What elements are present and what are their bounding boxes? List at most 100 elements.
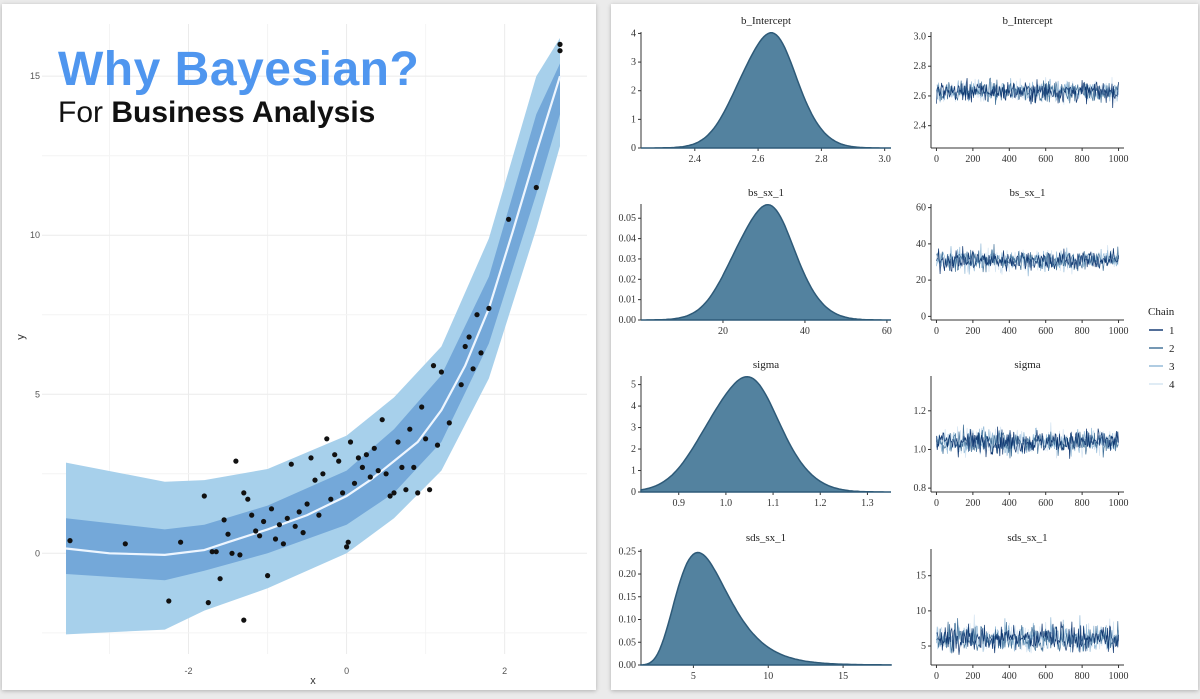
y-tick-label: 3 [631, 423, 636, 434]
density-curve [641, 32, 891, 149]
data-point [438, 369, 444, 375]
legend-item-label: 2 [1169, 343, 1175, 355]
x-tick-label: 40 [800, 326, 810, 337]
density-plot: b_Intercept 2.4 2.6 2.8 3.0 0 1 2 3 4 [631, 15, 891, 165]
x-tick-label: 3.0 [878, 154, 891, 165]
x-tick-label: 200 [965, 154, 980, 165]
density-plot-title: sds_sx_1 [746, 532, 786, 544]
data-point [213, 549, 219, 555]
y-tick-label: 5 [35, 389, 40, 399]
data-point [347, 439, 354, 445]
y-tick-label: 0.8 [914, 483, 927, 494]
trace-plot-title: sigma [1014, 359, 1040, 371]
density-curve [640, 551, 892, 666]
data-point [122, 541, 128, 547]
data-point [427, 487, 433, 493]
y-tick-label: 4 [631, 401, 636, 412]
data-point [383, 471, 389, 477]
data-point [419, 404, 425, 410]
data-point [245, 496, 251, 502]
data-point [533, 184, 539, 191]
x-tick-label: 600 [1038, 671, 1053, 682]
density-plot-title: sigma [753, 359, 779, 371]
trace-plot-title: b_Intercept [1002, 15, 1052, 27]
data-point [557, 41, 563, 48]
data-point [340, 490, 346, 496]
y-tick-label: 1.0 [914, 444, 927, 455]
y-tick-label: 0 [631, 143, 636, 154]
data-point [304, 501, 310, 507]
data-point [272, 536, 279, 542]
data-point [332, 452, 338, 458]
y-tick-label: 5 [921, 641, 926, 652]
data-point [217, 576, 223, 582]
data-point [478, 350, 484, 356]
y-tick-label: 40 [916, 239, 926, 250]
data-point [367, 474, 373, 480]
data-point [261, 518, 267, 525]
data-point [506, 216, 512, 222]
x-tick-label: 2 [502, 666, 507, 676]
y-tick-label: 20 [916, 275, 926, 286]
x-tick-label: 1.3 [861, 498, 874, 509]
data-point [557, 48, 563, 54]
data-point [316, 512, 322, 518]
x-tick-label: 0 [934, 671, 939, 682]
data-point [391, 490, 397, 496]
chain-trace-1 [936, 78, 1119, 109]
mcmc-diagnostics-panel: b_Intercept 2.4 2.6 2.8 3.0 0 1 2 3 4 b_Intercept 0… [611, 4, 1198, 690]
chain-trace-2 [936, 244, 1119, 273]
x-tick-label: 800 [1075, 154, 1090, 165]
data-point [229, 550, 235, 556]
data-point [296, 509, 302, 515]
density-plot-title: b_Intercept [741, 15, 791, 27]
x-tick-label: 2.8 [815, 154, 828, 165]
chain-legend: Chain 1 2 3 4 [1148, 306, 1175, 391]
y-tick-label: 2.8 [914, 61, 927, 72]
x-tick-label: 600 [1038, 154, 1053, 165]
data-point [280, 541, 286, 547]
y-tick-label: 0.03 [619, 254, 637, 265]
x-tick-label: 800 [1075, 498, 1090, 509]
data-point [344, 544, 350, 550]
data-point [166, 598, 172, 604]
x-tick-label: 200 [965, 326, 980, 337]
data-point [225, 531, 231, 537]
x-tick-label: -2 [185, 666, 193, 676]
data-point [67, 538, 73, 544]
data-point [355, 455, 361, 461]
data-point [363, 452, 369, 458]
y-tick-label: 0 [921, 311, 926, 322]
x-tick-label: 1.1 [767, 498, 780, 509]
chain-trace-1 [936, 426, 1119, 459]
y-tick-label: 2 [631, 444, 636, 455]
trace-plot: sds_sx_1 0 200 400 600 800 1000 5 10 15 [916, 532, 1129, 682]
chain-trace-1 [936, 621, 1119, 655]
x-tick-label: 600 [1038, 326, 1053, 337]
x-tick-label: 1.0 [720, 498, 733, 509]
y-tick-label: 0.05 [619, 637, 637, 648]
x-tick-label: 400 [1002, 154, 1017, 165]
data-point [209, 549, 215, 555]
y-tick-label: 1 [631, 466, 636, 477]
chain-trace-2 [936, 77, 1119, 105]
y-tick-label: 5 [631, 380, 636, 391]
data-point [345, 539, 351, 545]
data-point [446, 420, 452, 426]
data-point [486, 305, 492, 311]
data-point [249, 512, 255, 518]
mcmc-diagnostics-chart: b_Intercept 2.4 2.6 2.8 3.0 0 1 2 3 4 b_Intercept 0… [619, 15, 1176, 682]
y-tick-label: 2 [631, 86, 636, 97]
x-tick-label: 600 [1038, 498, 1053, 509]
data-point [407, 426, 413, 432]
data-point [351, 480, 358, 486]
x-tick-label: 1.2 [814, 498, 827, 509]
y-tick-label: 0.00 [619, 315, 637, 326]
y-tick-label: 3 [631, 57, 636, 68]
y-tick-label: 2.4 [914, 121, 927, 132]
x-tick-label: 5 [691, 671, 696, 682]
y-tick-label: 0.00 [619, 660, 637, 671]
data-point [466, 334, 472, 340]
x-tick-label: 2.6 [752, 154, 765, 165]
trace-plot-title: bs_sx_1 [1009, 187, 1045, 199]
